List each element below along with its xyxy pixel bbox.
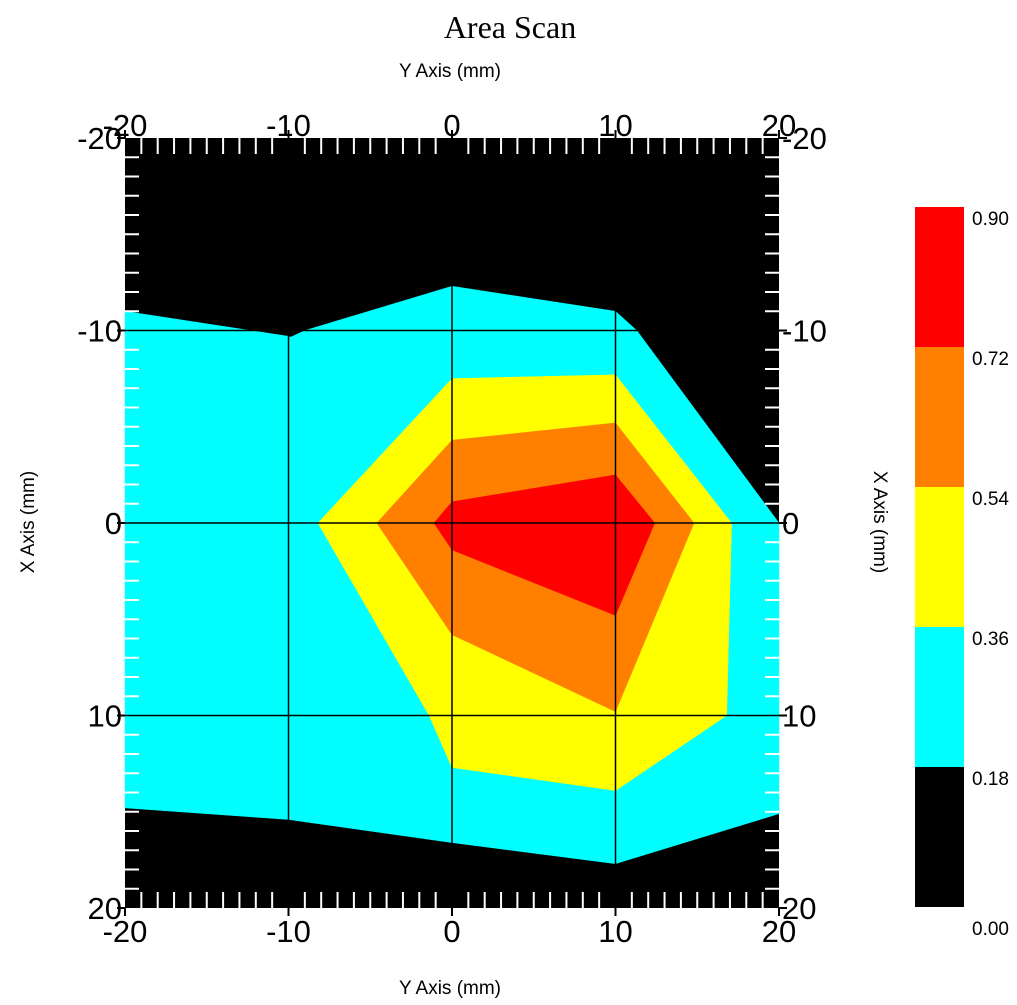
colorbar-label-4: 0.72 (972, 349, 1009, 370)
colorbar-swatch-3 (915, 347, 964, 487)
y-tick-label-left: -10 (77, 314, 122, 349)
colorbar-swatch-4 (915, 207, 964, 347)
y-tick-label-right: 10 (782, 699, 816, 734)
x-tick-label-top: 0 (443, 108, 460, 143)
minor-ticks (117, 130, 787, 916)
colorbar-legend: 0.00 0.18 0.36 0.54 0.72 0.90 (915, 207, 1009, 940)
colorbar-swatch-2 (915, 487, 964, 627)
colorbar-swatch-0 (915, 767, 964, 907)
colorbar-label-5: 0.90 (972, 209, 1009, 230)
y-tick-label-right: -20 (782, 121, 827, 156)
colorbar-label-2: 0.36 (972, 629, 1009, 650)
y-tick-label-left: 10 (88, 699, 122, 734)
colorbar-label-0: 0.00 (972, 919, 1009, 940)
chart-title: Area Scan (444, 9, 576, 45)
x-tick-label-bottom: -20 (103, 914, 148, 949)
y-tick-label-right: 20 (782, 891, 816, 926)
y-tick-label-left: 20 (88, 891, 122, 926)
x-tick-label-top: -10 (266, 108, 311, 143)
x-tick-label-bottom: 0 (443, 914, 460, 949)
y-tick-label-right: 0 (782, 506, 799, 541)
y-axis-label-right: X Axis (mm) (869, 471, 890, 573)
colorbar-label-3: 0.54 (972, 489, 1009, 510)
plot-area (117, 130, 787, 916)
y-axis-label-left: X Axis (mm) (18, 471, 39, 573)
x-axis-label-top: Y Axis (mm) (399, 61, 501, 82)
x-tick-label-bottom: 20 (762, 914, 796, 949)
x-tick-label-top: 10 (598, 108, 632, 143)
x-axis-label-bottom: Y Axis (mm) (399, 978, 501, 999)
x-tick-label-bottom: -10 (266, 914, 311, 949)
x-tick-label-top: 20 (762, 108, 796, 143)
y-tick-label-right: -10 (782, 314, 827, 349)
colorbar-swatch-1 (915, 627, 964, 767)
y-tick-label-left: 0 (105, 506, 122, 541)
grid-lines (125, 138, 779, 908)
y-tick-label-left: -20 (77, 121, 122, 156)
x-tick-label-top: -20 (103, 108, 148, 143)
colorbar-label-1: 0.18 (972, 769, 1009, 790)
x-tick-label-bottom: 10 (598, 914, 632, 949)
